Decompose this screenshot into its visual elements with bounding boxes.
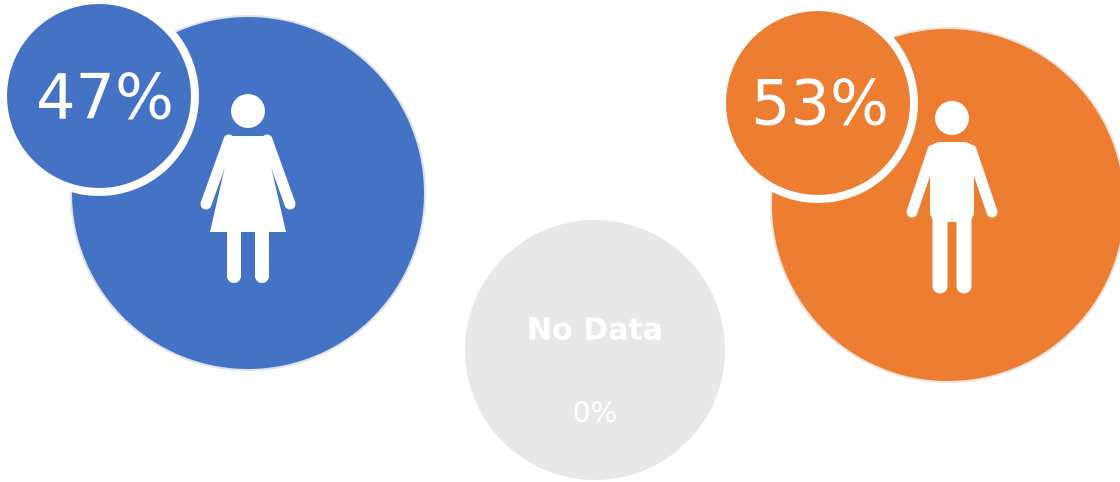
male-badge [718,3,918,203]
unknown-group: No Data 0% [465,220,725,480]
female-group: 47% [0,0,426,371]
female-icon [200,94,296,283]
male-icon [906,101,998,294]
unknown-percent: 0% [573,396,617,429]
unknown-label: No Data [527,313,663,348]
unknown-circle [465,220,725,480]
male-percent: 53% [751,67,889,140]
male-group: 53% [718,3,1120,383]
female-badge [0,0,199,196]
female-percent: 47% [36,61,174,134]
